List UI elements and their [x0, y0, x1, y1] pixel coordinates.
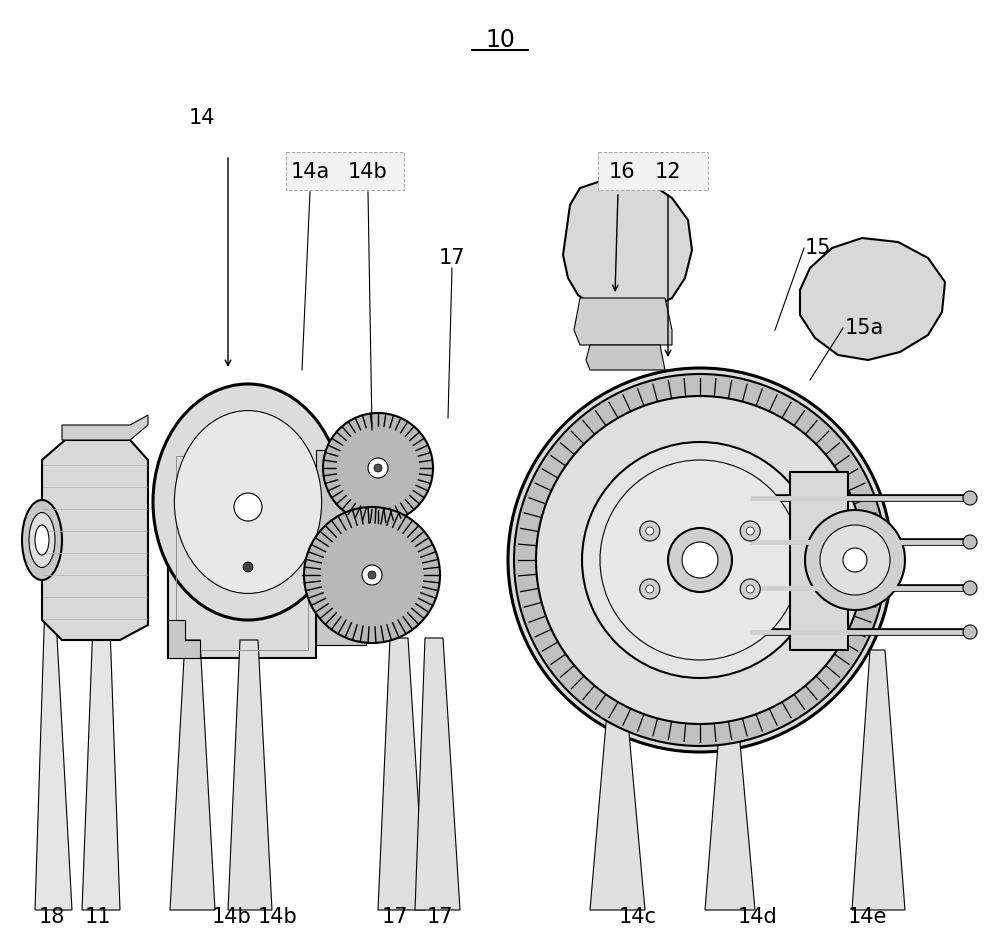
Text: 11: 11 — [85, 907, 111, 927]
Circle shape — [740, 521, 760, 541]
Text: 14b: 14b — [348, 162, 388, 182]
Polygon shape — [82, 570, 120, 910]
Circle shape — [963, 581, 977, 595]
Text: 15a: 15a — [845, 318, 884, 338]
Text: 10: 10 — [485, 28, 515, 52]
Circle shape — [843, 548, 867, 572]
Polygon shape — [35, 600, 72, 910]
Circle shape — [640, 579, 660, 599]
Circle shape — [746, 527, 754, 535]
Polygon shape — [563, 178, 692, 315]
Polygon shape — [852, 650, 905, 910]
Text: 12: 12 — [655, 162, 681, 182]
Polygon shape — [228, 640, 272, 910]
Bar — [790, 472, 848, 650]
Polygon shape — [800, 238, 945, 360]
Circle shape — [963, 491, 977, 505]
Polygon shape — [590, 700, 645, 910]
Polygon shape — [168, 620, 200, 658]
Circle shape — [582, 442, 818, 678]
Circle shape — [323, 413, 433, 523]
Circle shape — [805, 510, 905, 610]
Ellipse shape — [153, 384, 343, 620]
Circle shape — [304, 507, 440, 643]
Circle shape — [640, 521, 660, 541]
FancyBboxPatch shape — [598, 152, 708, 190]
Polygon shape — [586, 345, 665, 370]
Circle shape — [740, 579, 760, 599]
Circle shape — [963, 625, 977, 639]
Text: 15: 15 — [805, 238, 832, 258]
Circle shape — [963, 535, 977, 549]
Polygon shape — [705, 720, 755, 910]
Text: 14d: 14d — [738, 907, 778, 927]
Circle shape — [646, 585, 654, 593]
Polygon shape — [42, 440, 148, 640]
Text: 14: 14 — [189, 108, 215, 128]
Circle shape — [514, 374, 886, 746]
Text: 14b: 14b — [212, 907, 252, 927]
Circle shape — [600, 460, 800, 660]
Circle shape — [234, 493, 262, 521]
Circle shape — [646, 527, 654, 535]
Circle shape — [368, 458, 388, 478]
Ellipse shape — [174, 410, 322, 594]
Circle shape — [362, 565, 382, 585]
Ellipse shape — [35, 525, 49, 555]
Polygon shape — [574, 298, 672, 345]
Text: 14a: 14a — [290, 162, 330, 182]
FancyBboxPatch shape — [286, 152, 404, 190]
Text: 14e: 14e — [847, 907, 887, 927]
Circle shape — [368, 571, 376, 579]
Circle shape — [668, 528, 732, 592]
Text: 17: 17 — [439, 248, 465, 268]
Ellipse shape — [29, 513, 55, 567]
Text: 16: 16 — [609, 162, 635, 182]
Circle shape — [746, 585, 754, 593]
Polygon shape — [170, 640, 215, 910]
Text: 14b: 14b — [258, 907, 298, 927]
Text: 14c: 14c — [619, 907, 657, 927]
Circle shape — [243, 562, 253, 572]
Bar — [168, 448, 316, 658]
Bar — [176, 456, 308, 650]
Circle shape — [536, 396, 864, 724]
Text: 17: 17 — [382, 907, 408, 927]
Polygon shape — [415, 638, 460, 910]
Bar — [316, 450, 366, 645]
Polygon shape — [62, 415, 148, 440]
Circle shape — [508, 368, 892, 752]
Text: 17: 17 — [427, 907, 453, 927]
Text: 18: 18 — [39, 907, 65, 927]
Circle shape — [820, 525, 890, 595]
Circle shape — [682, 542, 718, 578]
Ellipse shape — [22, 500, 62, 580]
Polygon shape — [378, 638, 425, 910]
Circle shape — [374, 464, 382, 472]
